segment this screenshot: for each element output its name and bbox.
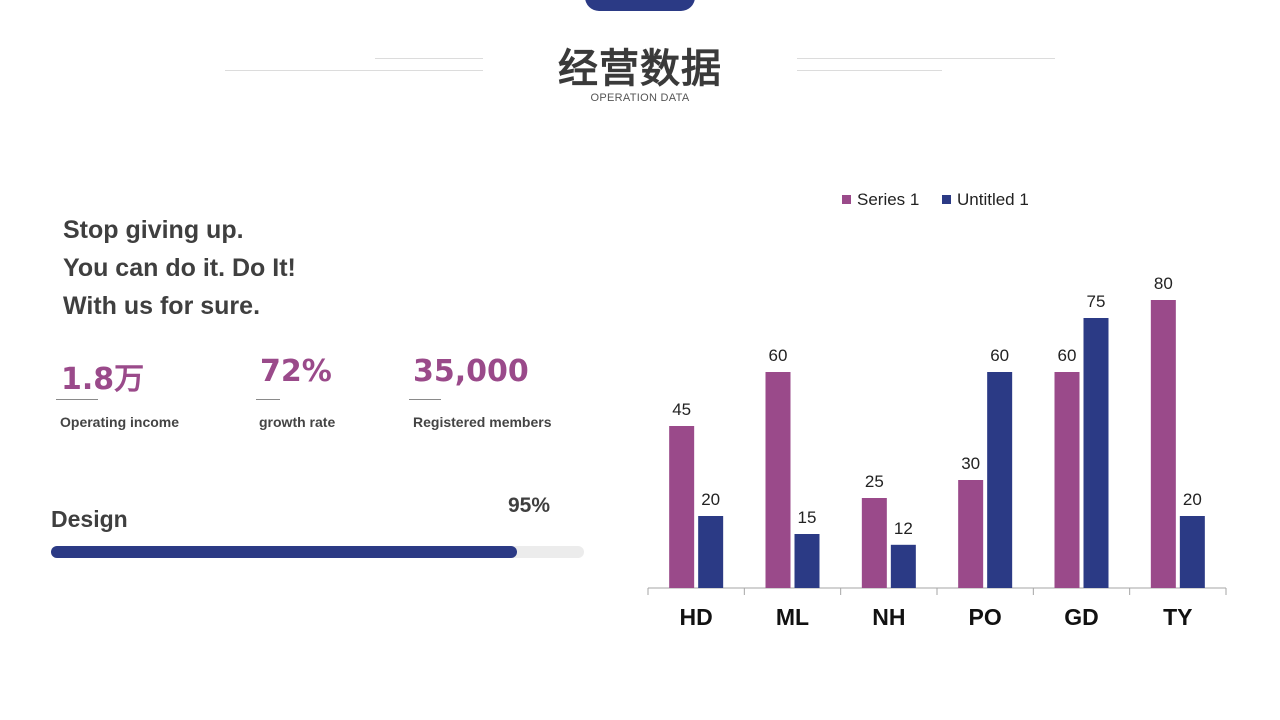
title-divider-left-long (225, 70, 483, 71)
stat-registered-members-rule (409, 399, 441, 400)
legend-label-untitled-1: Untitled 1 (957, 190, 1029, 209)
legend-label-series-1: Series 1 (857, 190, 920, 209)
title-divider-right-short (797, 70, 942, 71)
title-divider-right-long (797, 58, 1055, 59)
stat-growth-rate-rule (256, 399, 280, 400)
data-label-gd-series-1: 60 (1058, 346, 1077, 365)
slogan-line-3: With us for sure. (63, 292, 261, 320)
bar-nh-series-1 (861, 498, 887, 588)
skill-percent-label: 95% (508, 494, 551, 517)
skill-name: Design (51, 506, 128, 532)
x-tick-label-ty: TY (1163, 604, 1192, 630)
stat-operating-income-label: Operating income (60, 414, 180, 430)
stat-registered-members-label: Registered members (413, 414, 552, 430)
data-label-ty-series-1: 80 (1154, 274, 1173, 293)
skill-progress-track (51, 546, 584, 558)
data-label-hd-series-2: 20 (701, 490, 720, 509)
data-label-hd-series-1: 45 (672, 400, 691, 419)
data-label-nh-series-1: 25 (865, 472, 884, 491)
bar-ty-series-2 (1179, 516, 1205, 588)
slogan-line-2: You can do it. Do It! (63, 254, 296, 282)
legend-swatch-series-1 (842, 195, 851, 204)
legend-item-untitled-1: Untitled 1 (942, 190, 1029, 210)
bar-ml-series-2 (794, 534, 820, 588)
stat-growth-rate-label: growth rate (259, 414, 336, 430)
bar-gd-series-2 (1083, 318, 1109, 588)
x-tick-label-hd: HD (680, 604, 713, 630)
x-tick-label-po: PO (969, 604, 1002, 630)
slogan-line-1: Stop giving up. (63, 216, 244, 244)
bar-ml-series-1 (765, 372, 791, 588)
x-tick-label-gd: GD (1064, 604, 1099, 630)
bar-nh-series-2 (890, 544, 916, 588)
skill-progress-fill (51, 546, 518, 558)
stat-registered-members-value: 35,000 (413, 354, 529, 389)
title-divider-left-short (375, 58, 483, 59)
bar-gd-series-1 (1054, 372, 1080, 588)
data-label-ml-series-1: 60 (769, 346, 788, 365)
data-label-po-series-1: 30 (961, 454, 980, 473)
stat-operating-income-value: 1.8万 (61, 362, 145, 397)
bar-ty-series-1 (1150, 300, 1176, 588)
page-title: 经营数据 (558, 46, 722, 92)
data-label-po-series-2: 60 (990, 346, 1009, 365)
bar-hd-series-1 (669, 426, 695, 588)
bar-po-series-2 (987, 372, 1013, 588)
page-subtitle: OPERATION DATA (590, 92, 690, 104)
data-label-ty-series-2: 20 (1183, 490, 1202, 509)
data-label-gd-series-2: 75 (1087, 292, 1106, 311)
bar-po-series-1 (958, 480, 984, 588)
data-label-nh-series-2: 12 (894, 519, 913, 538)
stat-growth-rate-value: 72% (260, 354, 332, 389)
top-tab-decoration (585, 0, 695, 11)
x-tick-label-ml: ML (776, 604, 809, 630)
legend-swatch-untitled-1 (942, 195, 951, 204)
data-label-ml-series-2: 15 (798, 508, 817, 527)
legend-item-series-1: Series 1 (842, 190, 919, 210)
stat-operating-income-rule (56, 399, 98, 400)
x-tick-label-nh: NH (872, 604, 905, 630)
bar-hd-series-2 (698, 516, 724, 588)
